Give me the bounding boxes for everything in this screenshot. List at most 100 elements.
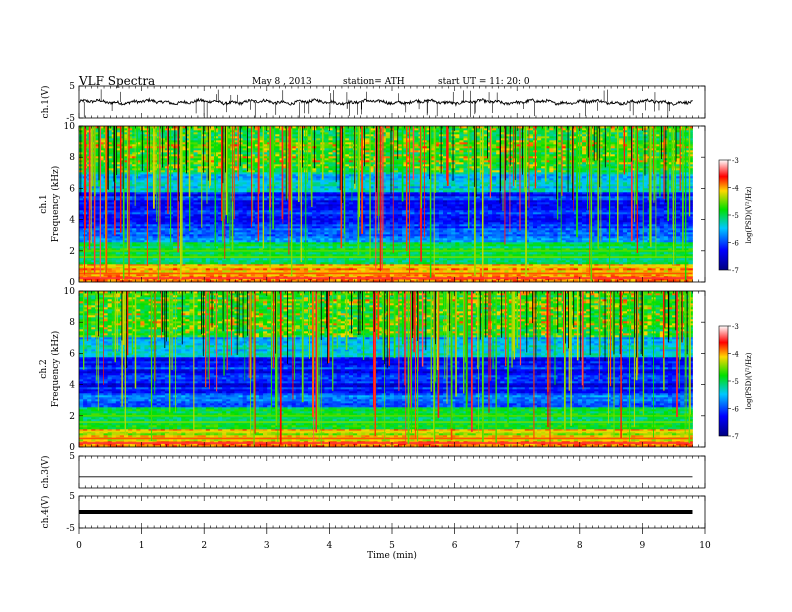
spectrogram-cell	[267, 246, 272, 249]
spectrogram-cell	[606, 246, 612, 249]
spectrogram-cell	[631, 262, 636, 265]
spectrogram-cell	[197, 280, 203, 283]
spectrogram-cell	[438, 234, 444, 237]
spectrogram-cell	[545, 240, 550, 243]
spectrogram-cell	[676, 258, 681, 261]
spectrogram-cell	[508, 230, 513, 233]
spectrogram-cell	[467, 236, 473, 239]
spectrogram-cell	[430, 274, 436, 277]
spectrogram-cell	[160, 280, 166, 283]
spectrogram-cell	[344, 234, 350, 237]
spectrogram-cell	[234, 244, 239, 247]
spectrogram-cell	[99, 268, 104, 271]
spectrogram-cell	[132, 238, 137, 241]
spectrogram-cell	[303, 222, 309, 225]
spectrogram-cell	[373, 276, 378, 279]
spectrogram-cell	[316, 222, 321, 225]
spectrogram-cell	[541, 260, 546, 263]
spectrogram-cell	[508, 238, 513, 241]
spectrogram-cell	[115, 246, 121, 249]
spectrogram-cell	[520, 280, 526, 283]
spectrogram-cell	[447, 262, 452, 265]
spectrogram-cell	[443, 240, 448, 243]
spectrogram-cell	[463, 244, 468, 247]
spectrogram-cell	[95, 278, 100, 281]
spectrogram-cell	[655, 260, 661, 263]
spectrogram-cell	[205, 236, 211, 239]
spectrogram-cell	[258, 268, 264, 271]
spectrogram-cell	[128, 248, 133, 251]
spectrogram-cell	[242, 238, 248, 241]
spectrogram-cell	[684, 248, 689, 251]
spectrogram-cell	[606, 258, 612, 261]
spectrogram-cell	[545, 226, 550, 229]
spectrogram-cell	[209, 232, 215, 235]
spectrogram-cell	[447, 274, 452, 277]
spectrogram-cell	[299, 224, 305, 227]
spectrogram-cell	[516, 248, 522, 251]
spectrogram-cell	[324, 246, 329, 249]
spectrogram-cell	[353, 242, 358, 245]
spectrogram-cell	[537, 254, 542, 257]
spectrogram-cell	[205, 222, 211, 225]
spectrogram-cell	[79, 246, 84, 249]
spectrogram-cell	[148, 280, 154, 283]
spectrogram-cell	[303, 226, 309, 229]
spectrogram-cell	[205, 252, 211, 255]
spectrogram-cell	[618, 242, 624, 245]
spectrogram-cell	[545, 264, 550, 267]
spectrogram-cell	[83, 262, 88, 265]
spectrogram-cell	[283, 248, 288, 251]
spectrogram-cell	[516, 252, 522, 255]
spectrogram-cell	[164, 264, 170, 267]
spectrogram-cell	[320, 222, 325, 225]
spectrogram-cell	[389, 254, 395, 257]
spectrogram-cell	[434, 236, 440, 239]
spectrogram-cell	[463, 278, 468, 281]
spectrogram-cell	[610, 224, 616, 227]
spectrogram-cell	[455, 276, 460, 279]
spectrogram-cell	[528, 238, 534, 241]
spectrogram-cell	[557, 262, 562, 265]
spectrogram-cell	[471, 278, 477, 281]
spectrogram-cell	[402, 262, 407, 265]
spectrogram-cell	[205, 234, 211, 237]
spectrogram-cell	[177, 252, 182, 255]
spectrogram-cell	[618, 246, 624, 249]
spectrogram-cell	[263, 274, 268, 277]
spectrogram-cell	[218, 240, 223, 243]
spectrogram-cell	[422, 270, 428, 273]
spectrogram-cell	[287, 264, 293, 267]
spectrogram-cell	[99, 270, 104, 273]
spectrogram-cell	[398, 220, 403, 223]
spectrogram-cell	[132, 224, 137, 227]
spectrogram-cell	[222, 268, 227, 271]
spectrogram-cell	[614, 224, 620, 227]
spectrogram-cell	[328, 234, 333, 237]
spectrogram-cell	[434, 244, 440, 247]
spectrogram-cell	[586, 274, 591, 277]
spectrogram-cell	[643, 274, 648, 277]
spectrogram-cell	[430, 240, 436, 243]
spectrogram-cell	[128, 262, 133, 265]
spectrogram-cell	[414, 234, 419, 237]
spectrogram-cell	[438, 232, 444, 235]
spectrogram-cell	[618, 264, 624, 267]
spectrogram-cell	[95, 220, 100, 223]
spectrogram-cell	[582, 264, 587, 267]
spectrogram-cell	[242, 264, 248, 267]
spectrogram-cell	[185, 238, 190, 241]
spectrogram-cell	[614, 226, 620, 229]
spectrogram-cell	[312, 224, 317, 227]
spectrogram-cell	[132, 228, 137, 231]
spectrogram-cell	[430, 258, 436, 261]
spectrogram-cell	[688, 220, 693, 223]
spectrogram-cell	[577, 222, 583, 225]
spectrogram-cell	[586, 252, 591, 255]
spectrogram-cell	[242, 270, 248, 273]
spectrogram-cell	[336, 244, 342, 247]
spectrogram-cell	[213, 240, 219, 243]
spectrogram-cell	[348, 238, 354, 241]
spectrogram-cell	[500, 222, 505, 225]
spectrogram-cell	[279, 262, 284, 265]
